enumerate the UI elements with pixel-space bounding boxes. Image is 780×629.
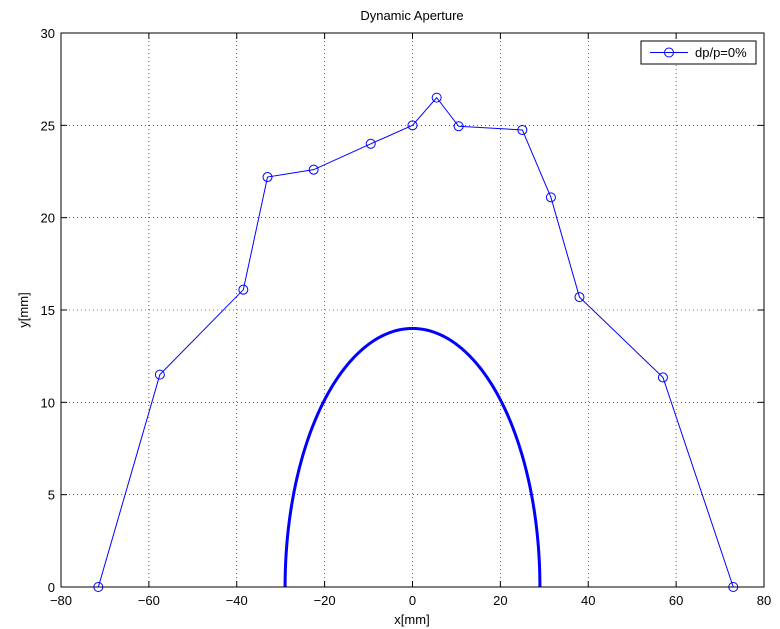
- chart-title: Dynamic Aperture: [360, 8, 463, 23]
- data-point-marker: [453, 121, 464, 132]
- data-point-marker: [154, 369, 165, 380]
- data-point-marker: [517, 124, 528, 135]
- data-point-marker: [238, 284, 249, 295]
- legend-marker-sample: [664, 47, 674, 58]
- data-point-marker: [431, 92, 442, 103]
- series-line-dp-p-0: [97, 96, 734, 588]
- data-point-marker: [308, 164, 319, 175]
- data-point-marker: [407, 120, 418, 131]
- data-point-marker: [545, 192, 556, 203]
- series-layer: [93, 92, 739, 592]
- x-tick-label: 60: [669, 593, 683, 608]
- axis-ticks: −80 −60 −40 −20 0 20 40 60 80 0 5 10 15 20 25 30: [41, 26, 772, 608]
- y-tick-label: 30: [41, 26, 55, 41]
- x-tick-label: 0: [409, 593, 416, 608]
- x-tick-label: 80: [757, 593, 771, 608]
- x-tick-label: 20: [493, 593, 507, 608]
- y-tick-label: 15: [41, 303, 55, 318]
- x-tick-label: −20: [314, 593, 336, 608]
- y-tick-label: 10: [41, 395, 55, 410]
- x-tick-label: 40: [581, 593, 595, 608]
- y-tick-label: 5: [48, 488, 55, 503]
- plot-frame: [60, 32, 765, 588]
- data-point-marker: [574, 292, 585, 303]
- x-tick-label: −80: [50, 593, 72, 608]
- x-tick-label: −60: [138, 593, 160, 608]
- x-tick-label: −40: [226, 593, 248, 608]
- y-tick-label: 20: [41, 211, 55, 226]
- y-axis-label: y[mm]: [16, 292, 31, 327]
- data-point-marker: [365, 138, 376, 149]
- grid-lines: [61, 33, 764, 587]
- y-tick-label: 25: [41, 118, 55, 133]
- legend-label: dp/p=0%: [695, 45, 747, 60]
- ellipse-curve: [283, 326, 542, 588]
- legend: dp/p=0%: [640, 40, 757, 65]
- data-point-marker: [262, 172, 273, 183]
- legend-box: [640, 40, 757, 65]
- y-tick-label: 0: [48, 580, 55, 595]
- data-point-marker: [657, 372, 668, 383]
- x-axis-label: x[mm]: [394, 612, 429, 627]
